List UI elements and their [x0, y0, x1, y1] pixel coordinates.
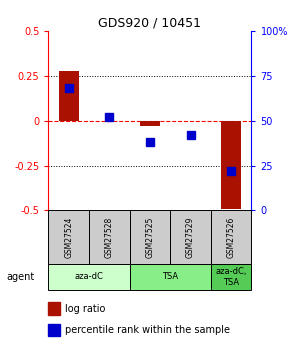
Text: GSM27528: GSM27528 — [105, 217, 114, 258]
Bar — [48, 264, 130, 290]
Bar — [130, 264, 211, 290]
Bar — [59, 70, 79, 121]
Bar — [170, 210, 211, 264]
Bar — [130, 210, 170, 264]
Text: log ratio: log ratio — [65, 304, 105, 314]
Text: GSM27525: GSM27525 — [145, 217, 155, 258]
Bar — [89, 210, 130, 264]
Bar — [221, 121, 241, 209]
Text: aza-dC: aza-dC — [75, 272, 104, 282]
Text: TSA: TSA — [162, 272, 178, 282]
Title: GDS920 / 10451: GDS920 / 10451 — [98, 17, 201, 30]
Bar — [140, 121, 160, 126]
Bar — [48, 302, 60, 315]
Text: agent: agent — [6, 272, 34, 282]
Text: GSM27524: GSM27524 — [64, 217, 73, 258]
Bar — [211, 210, 251, 264]
Text: GSM27526: GSM27526 — [227, 217, 236, 258]
Text: aza-dC,
TSA: aza-dC, TSA — [215, 267, 247, 287]
Bar — [211, 264, 251, 290]
Bar — [48, 324, 60, 336]
Bar — [48, 210, 89, 264]
Text: percentile rank within the sample: percentile rank within the sample — [65, 325, 230, 335]
Text: GSM27529: GSM27529 — [186, 217, 195, 258]
